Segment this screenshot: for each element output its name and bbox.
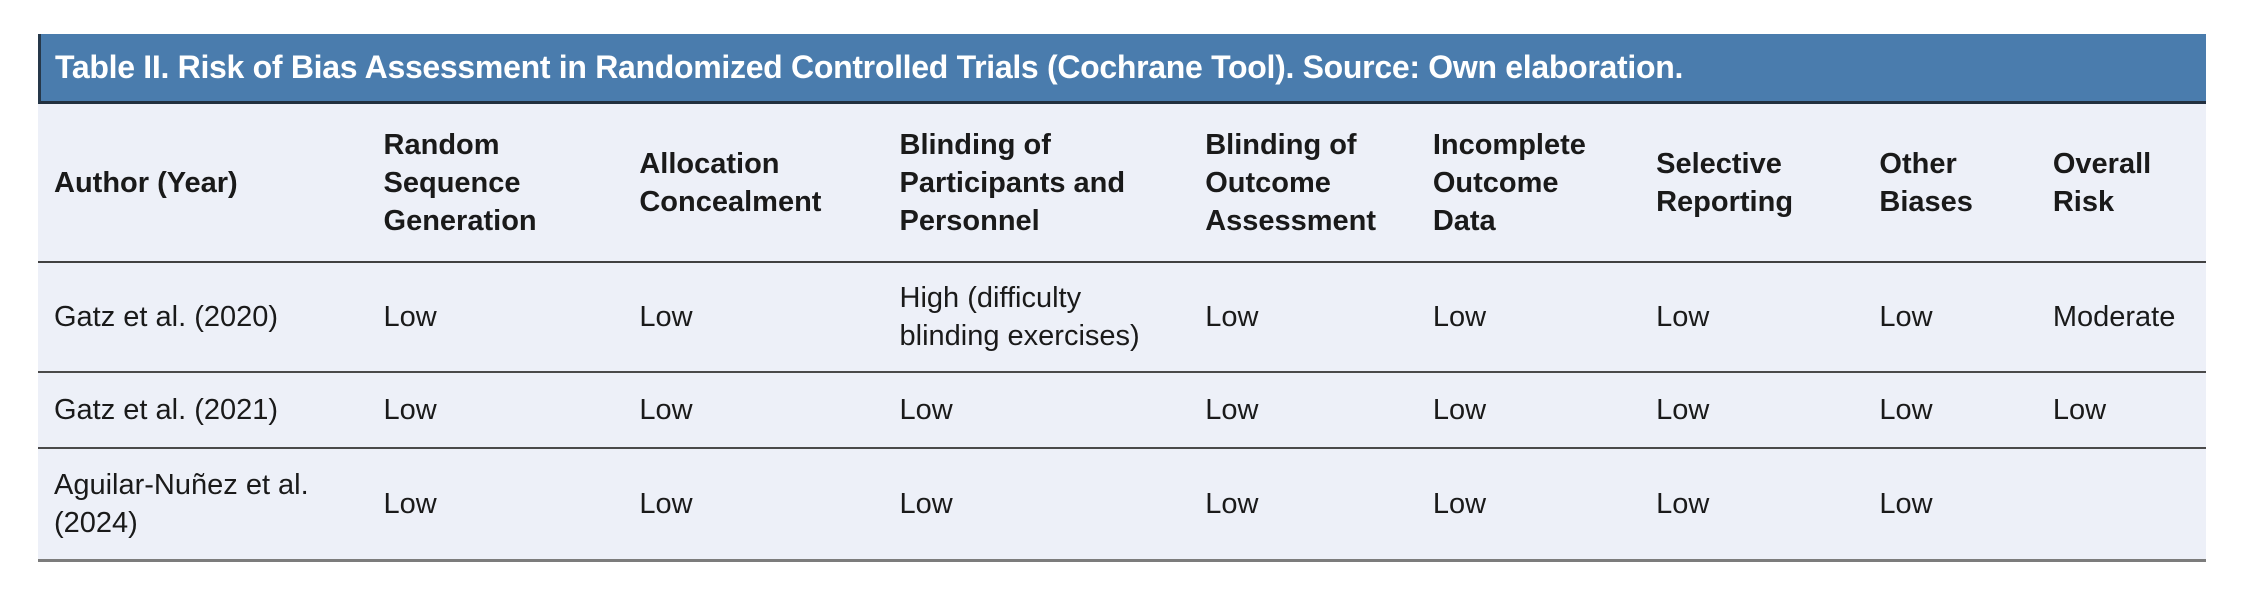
column-header-incomplete-data: Incomplete Outcome Data: [1432, 128, 1586, 237]
cell-author: Gatz et al. (2021): [54, 394, 279, 426]
cell-incomplete-data: Low: [1432, 394, 1487, 426]
cell-other-biases: Low: [1879, 487, 1933, 520]
column-header-other-biases: Other Biases: [1879, 147, 1973, 218]
cell-blinding-outcome: Low: [1205, 301, 1259, 333]
column-header-random-sequence: Random Sequence Generation: [383, 128, 537, 237]
table-title-bar: Table II. Risk of Bias Assessment in Ran…: [38, 34, 2206, 104]
cell-overall-risk: Low: [2052, 394, 2107, 426]
cell-blinding-outcome: Low: [1205, 487, 1259, 520]
column-header-blinding-participants: Blinding of Participants and Personnel: [899, 128, 1126, 237]
cell-allocation-concealment: Low: [639, 301, 693, 333]
cell-incomplete-data: Low: [1432, 301, 1487, 333]
data-table: Author (Year) Random Sequence Generation…: [38, 104, 2206, 562]
cell-incomplete-data: Low: [1432, 487, 1487, 520]
column-header-overall-risk: Overall Risk: [2052, 147, 2152, 218]
table-row-aguilar-nunez-2024: Aguilar-Nuñez et al. (2024) Low Low Low …: [38, 448, 2206, 560]
cell-random-sequence: Low: [383, 394, 437, 426]
cell-selective-reporting: Low: [1656, 487, 1710, 520]
cell-overall-risk: Moderate: [2052, 301, 2176, 333]
column-header-author: Author (Year): [54, 166, 238, 199]
cell-blinding-participants: Low: [899, 394, 953, 426]
cell-author: Aguilar-Nuñez et al. (2024): [54, 468, 309, 539]
table-row-gatz-2020: Gatz et al. (2020) Low Low High (difficu…: [38, 262, 2206, 372]
column-header-blinding-outcome: Blinding of Outcome Assessment: [1205, 128, 1377, 237]
cell-blinding-outcome: Low: [1205, 394, 1259, 426]
cell-overall-risk: [2037, 448, 2206, 560]
column-header-allocation-concealment: Allocation Concealment: [639, 147, 822, 218]
cell-blinding-participants: Low: [899, 487, 953, 520]
cell-author: Gatz et al. (2020): [54, 301, 279, 333]
cell-allocation-concealment: Low: [639, 394, 693, 426]
cell-selective-reporting: Low: [1656, 394, 1710, 426]
cell-random-sequence: Low: [383, 487, 437, 520]
cell-other-biases: Low: [1879, 394, 1933, 426]
risk-of-bias-table: Table II. Risk of Bias Assessment in Ran…: [38, 34, 2206, 562]
cell-random-sequence: Low: [383, 301, 437, 333]
table-header-row: Author (Year) Random Sequence Generation…: [38, 104, 2206, 262]
table-title: Table II. Risk of Bias Assessment in Ran…: [55, 49, 1684, 85]
cell-other-biases: Low: [1879, 301, 1933, 333]
cell-allocation-concealment: Low: [639, 487, 693, 520]
cell-selective-reporting: Low: [1656, 301, 1710, 333]
cell-blinding-participants: High (difficulty blinding exercises): [899, 282, 1140, 352]
column-header-selective-reporting: Selective Reporting: [1656, 147, 1794, 218]
table-row-gatz-2021: Gatz et al. (2021) Low Low Low Low Low L…: [38, 372, 2206, 448]
